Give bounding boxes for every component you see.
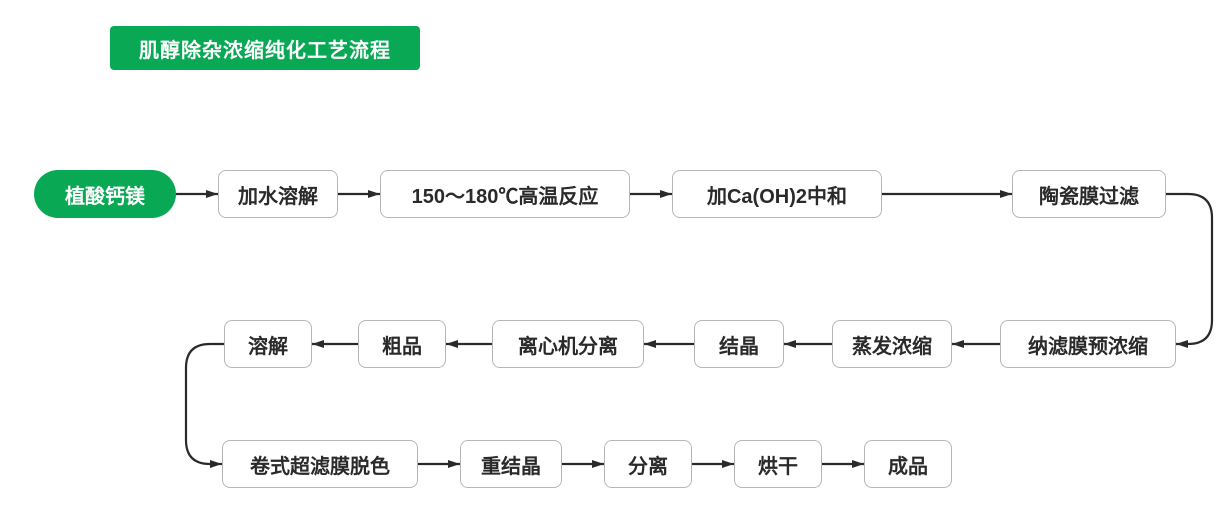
flownode-label: 离心机分离 [518,330,618,359]
flowchart-canvas: 肌醇除杂浓缩纯化工艺流程 植酸钙镁 加水溶解 150～180℃高温反应 加Ca(OH)… [0,0,1227,530]
flownode-label: 结晶 [719,330,759,359]
flownode-n1: 加水溶解 [218,170,338,218]
flownode-n12: 重结晶 [460,440,562,488]
flownode-label: 纳滤膜预浓缩 [1028,330,1148,359]
flownode-n4: 陶瓷膜过滤 [1012,170,1166,218]
flownode-n13: 分离 [604,440,692,488]
flownode-label: 溶解 [248,330,288,359]
flownode-label: 150～180℃高温反应 [412,180,599,209]
flownode-n9: 粗品 [358,320,446,368]
flownode-label: 重结晶 [481,450,541,479]
flownode-n5: 纳滤膜预浓缩 [1000,320,1176,368]
flownode-label: 卷式超滤膜脱色 [250,450,390,479]
flownode-label: 植酸钙镁 [65,180,145,209]
flownode-label: 陶瓷膜过滤 [1039,180,1139,209]
flownode-n11: 卷式超滤膜脱色 [222,440,418,488]
flownode-n8: 离心机分离 [492,320,644,368]
flownode-label: 加水溶解 [238,180,318,209]
flownode-n15: 成品 [864,440,952,488]
flownode-n7: 结晶 [694,320,784,368]
flownode-label: 烘干 [758,450,798,479]
flownode-n0: 植酸钙镁 [34,170,176,218]
flownode-label: 分离 [628,450,668,479]
title-banner: 肌醇除杂浓缩纯化工艺流程 [110,26,420,70]
flownode-n6: 蒸发浓缩 [832,320,952,368]
flownode-label: 粗品 [382,330,422,359]
flownode-label: 加Ca(OH)2中和 [707,180,847,209]
flownode-label: 成品 [888,450,928,479]
title-text: 肌醇除杂浓缩纯化工艺流程 [139,34,391,63]
flownode-n3: 加Ca(OH)2中和 [672,170,882,218]
flownode-n14: 烘干 [734,440,822,488]
flownode-n10: 溶解 [224,320,312,368]
flownode-label: 蒸发浓缩 [852,330,932,359]
flownode-n2: 150～180℃高温反应 [380,170,630,218]
